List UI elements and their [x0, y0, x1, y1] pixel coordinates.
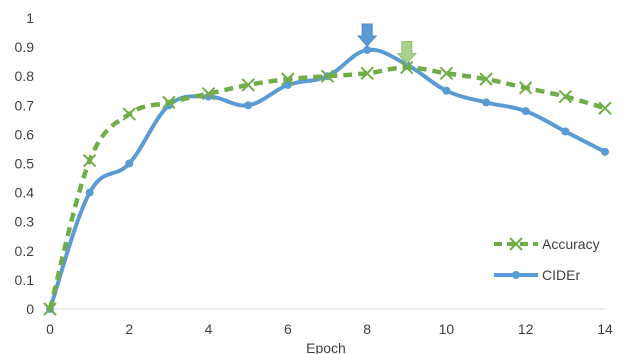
- legend-item-accuracy: Accuracy: [494, 236, 600, 252]
- cider-point: [125, 159, 134, 168]
- y-tick-label: 0.6: [15, 126, 35, 142]
- x-axis-label: Epoch: [306, 340, 346, 354]
- accuracy-point: [360, 66, 374, 80]
- cider-point: [561, 127, 570, 136]
- cider-point: [85, 188, 94, 197]
- cider-point: [442, 86, 451, 95]
- cider-point: [283, 80, 292, 89]
- accuracy-point: [558, 89, 573, 104]
- cider-point: [521, 107, 530, 116]
- y-tick-label: 0.5: [15, 156, 35, 172]
- cider-point: [363, 46, 372, 55]
- y-tick-label: 0.8: [15, 68, 35, 84]
- y-tick-label: 0.1: [15, 272, 35, 288]
- accuracy-point: [201, 86, 216, 101]
- legend-item-cider: CIDEr: [494, 267, 580, 283]
- accuracy-point: [122, 107, 136, 121]
- cider-point: [244, 101, 253, 110]
- series-accuracy: [43, 60, 612, 316]
- arrow-down-icon: [396, 40, 417, 65]
- accuracy-point: [519, 81, 533, 95]
- y-tick-label: 0.3: [15, 214, 35, 230]
- x-tick-label: 12: [518, 321, 534, 337]
- legend-label: CIDEr: [542, 267, 580, 283]
- cider-point: [482, 98, 491, 107]
- arrow-down-icon: [357, 23, 378, 47]
- accuracy-point: [241, 78, 255, 92]
- y-tick-label: 0.7: [15, 97, 35, 113]
- accuracy-point: [281, 72, 295, 86]
- accuracy-point: [320, 69, 335, 83]
- x-tick-label: 2: [125, 321, 133, 337]
- accuracy-point: [439, 66, 454, 80]
- series-lines: [43, 46, 612, 316]
- y-tick-label: 0: [26, 301, 34, 317]
- accuracy-point: [43, 302, 57, 316]
- accuracy-point: [162, 95, 176, 110]
- y-tick-label: 0.9: [15, 39, 35, 55]
- cider-point: [601, 147, 609, 156]
- accuracy-point: [598, 101, 612, 115]
- x-tick-label: 14: [597, 321, 613, 337]
- legend-label: Accuracy: [542, 236, 600, 252]
- annotations: [357, 23, 417, 65]
- x-tick-label: 0: [46, 321, 54, 337]
- x-tick-label: 10: [439, 321, 455, 337]
- accuracy-point: [400, 60, 414, 75]
- accuracy-point: [479, 72, 493, 86]
- x-axis: 0 2 4 6 8 10 12 14: [46, 308, 613, 337]
- accuracy-line: [47, 65, 606, 310]
- legend: Accuracy CIDEr: [494, 236, 600, 283]
- accuracy-point: [82, 153, 97, 168]
- x-tick-label: 4: [205, 321, 213, 337]
- y-tick-label: 0.2: [15, 243, 35, 259]
- y-axis: 0 0.1 0.2 0.3 0.4 0.5 0.6 0.7 0.8 0.9 1: [15, 10, 35, 317]
- x-tick-label: 8: [363, 321, 371, 337]
- y-tick-label: 1: [26, 10, 34, 26]
- y-tick-label: 0.4: [15, 185, 35, 201]
- x-tick-label: 6: [284, 321, 292, 337]
